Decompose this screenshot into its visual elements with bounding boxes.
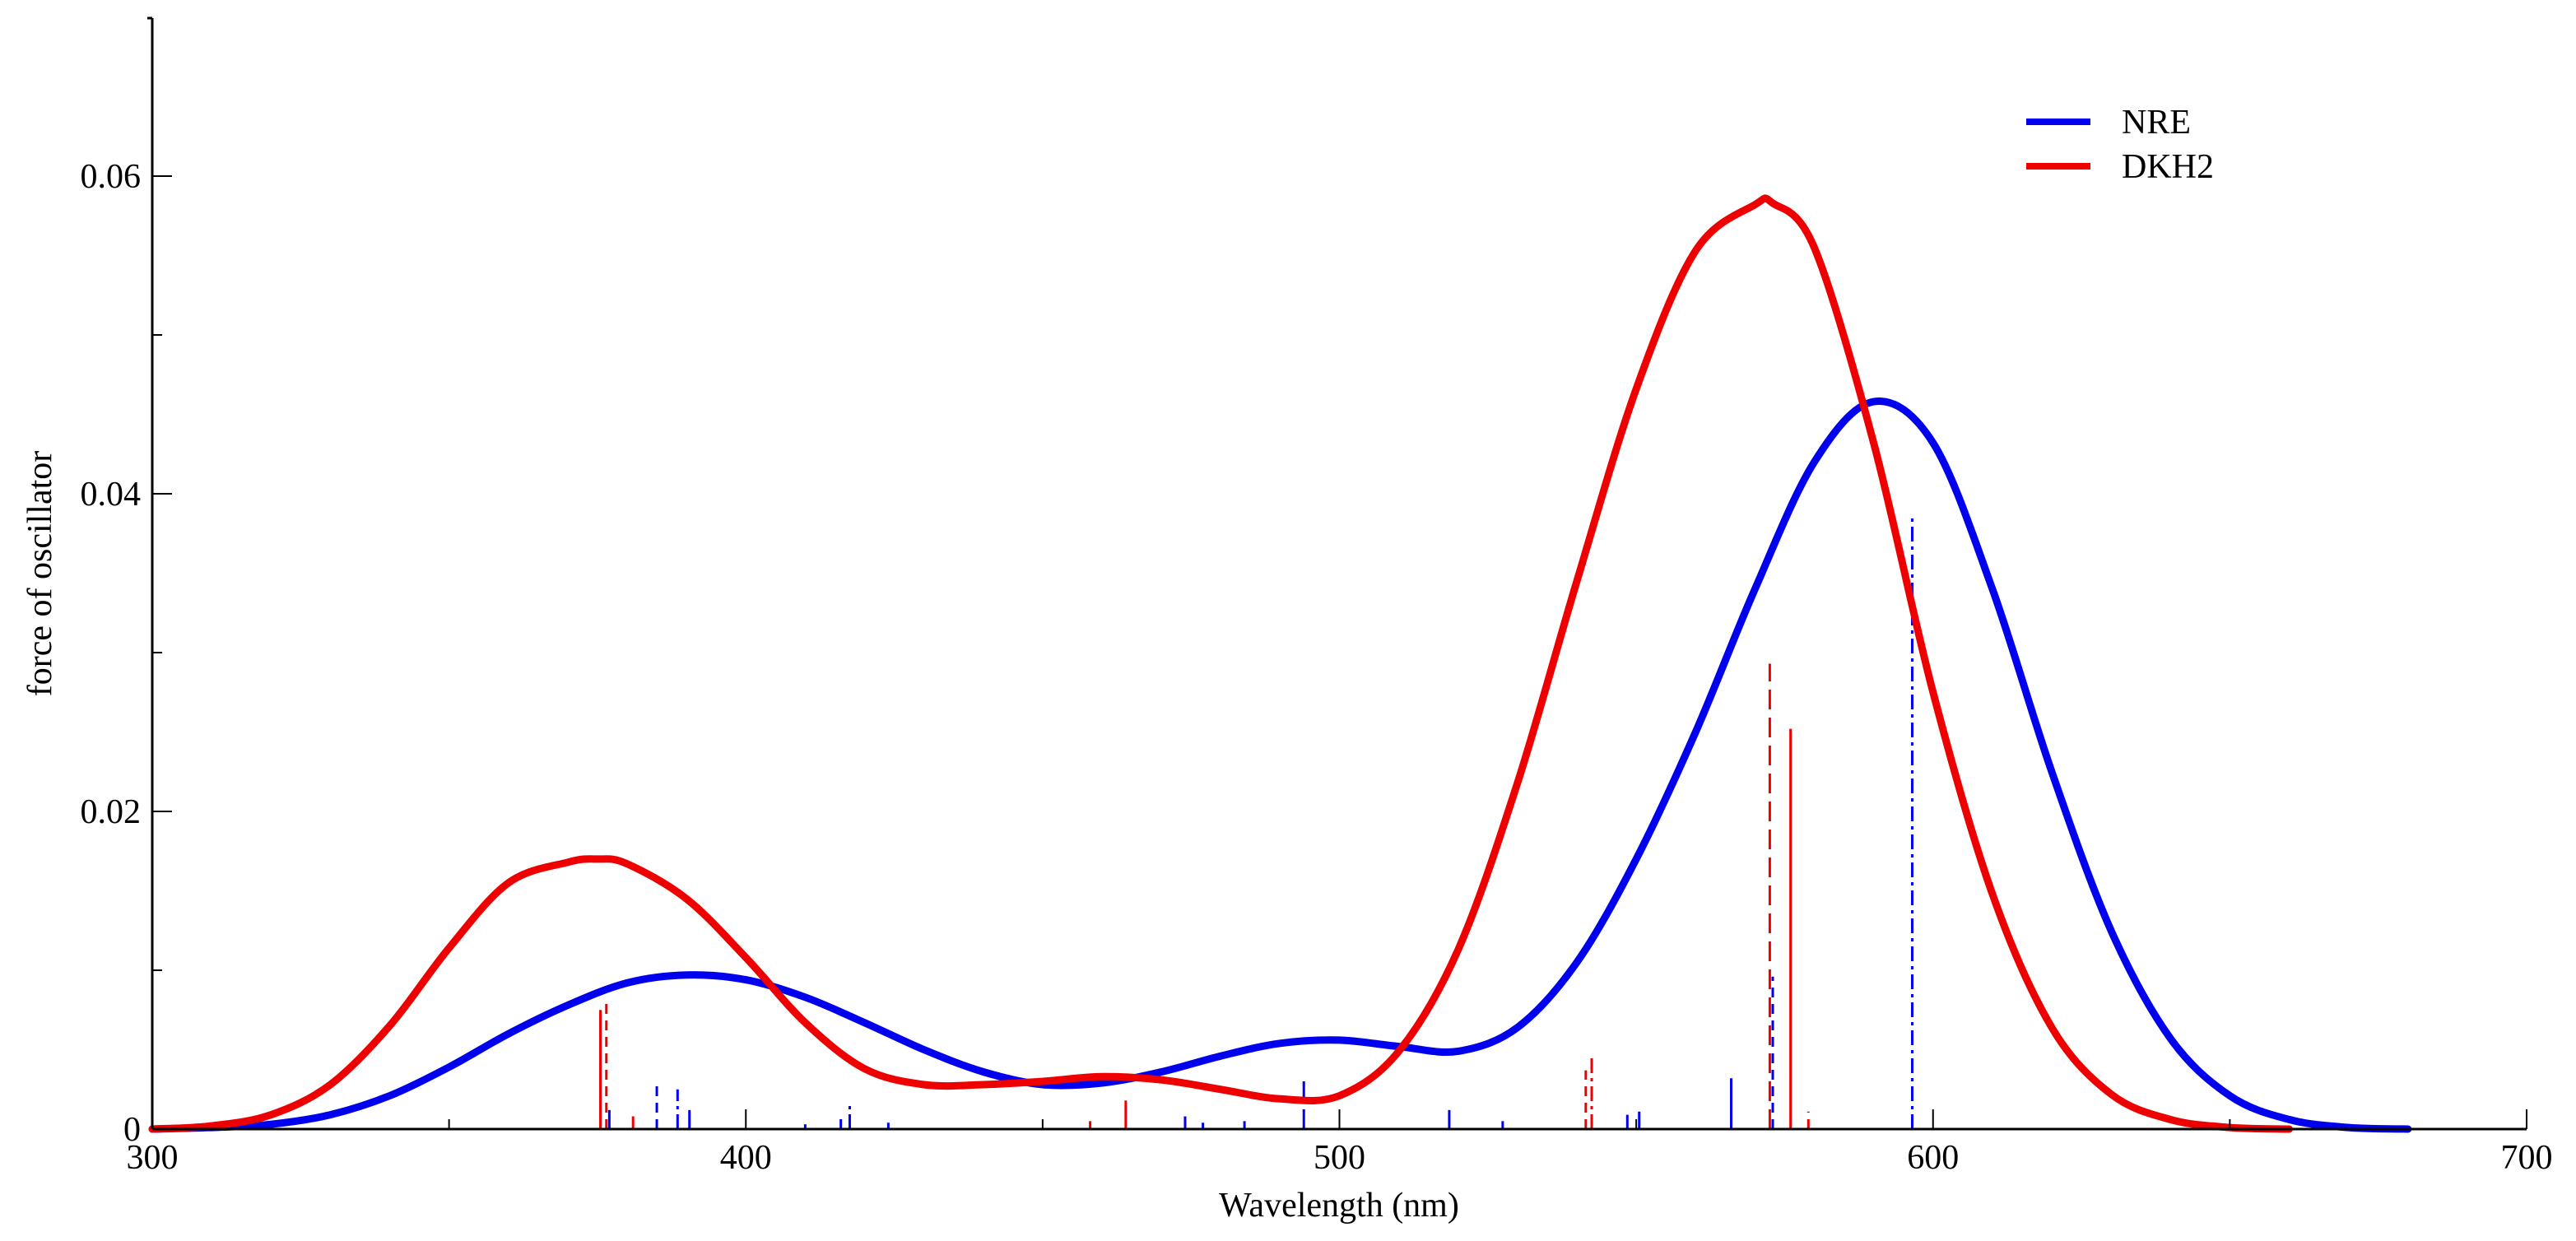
series-layer	[148, 194, 2412, 1133]
x-ticks: 300 400 500 600 700	[127, 1109, 2553, 1177]
x-tick-label-600: 600	[1907, 1139, 1959, 1177]
x-tick-label-700: 700	[2501, 1139, 2553, 1177]
legend-label-nre: NRE	[2122, 104, 2191, 142]
plot-area	[148, 194, 2412, 1133]
y-tick-label-2: 0.04	[81, 476, 142, 514]
y-ticks: 0 0.02 0.04 0.06	[81, 158, 172, 1149]
legend-label-dkh2: DKH2	[2122, 148, 2214, 186]
series-line-dkh2	[148, 194, 2293, 1133]
x-axis-title: Wavelength (nm)	[1219, 1187, 1459, 1225]
y-tick-label-0: 0	[123, 1111, 141, 1149]
x-tick-label-400: 400	[720, 1139, 772, 1177]
y-axis-title: force of oscillator	[21, 451, 59, 697]
x-tick-label-500: 500	[1314, 1139, 1365, 1177]
legend: NRE DKH2	[2026, 104, 2214, 186]
y-tick-label-1: 0.02	[81, 793, 142, 831]
axes: 300 400 500 600 700 0 0.02 0.04 0.06	[81, 16, 2553, 1177]
y-tick-label-3: 0.06	[81, 158, 142, 196]
x-tick-label-300: 300	[127, 1139, 179, 1177]
